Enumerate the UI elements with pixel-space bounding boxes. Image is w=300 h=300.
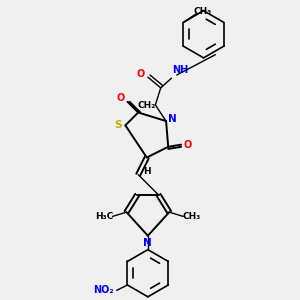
Text: O: O <box>117 92 125 103</box>
Text: S: S <box>114 120 122 130</box>
Text: O: O <box>136 69 145 79</box>
Text: CH₃: CH₃ <box>183 212 201 221</box>
Text: CH₃: CH₃ <box>193 7 212 16</box>
Text: N: N <box>143 238 152 248</box>
Text: N: N <box>168 114 177 124</box>
Text: H₃C: H₃C <box>95 212 113 221</box>
Text: NH: NH <box>172 64 188 75</box>
Text: NO₂: NO₂ <box>94 285 114 296</box>
Text: H: H <box>143 167 151 176</box>
Text: CH₂: CH₂ <box>138 100 156 109</box>
Text: O: O <box>183 140 192 150</box>
